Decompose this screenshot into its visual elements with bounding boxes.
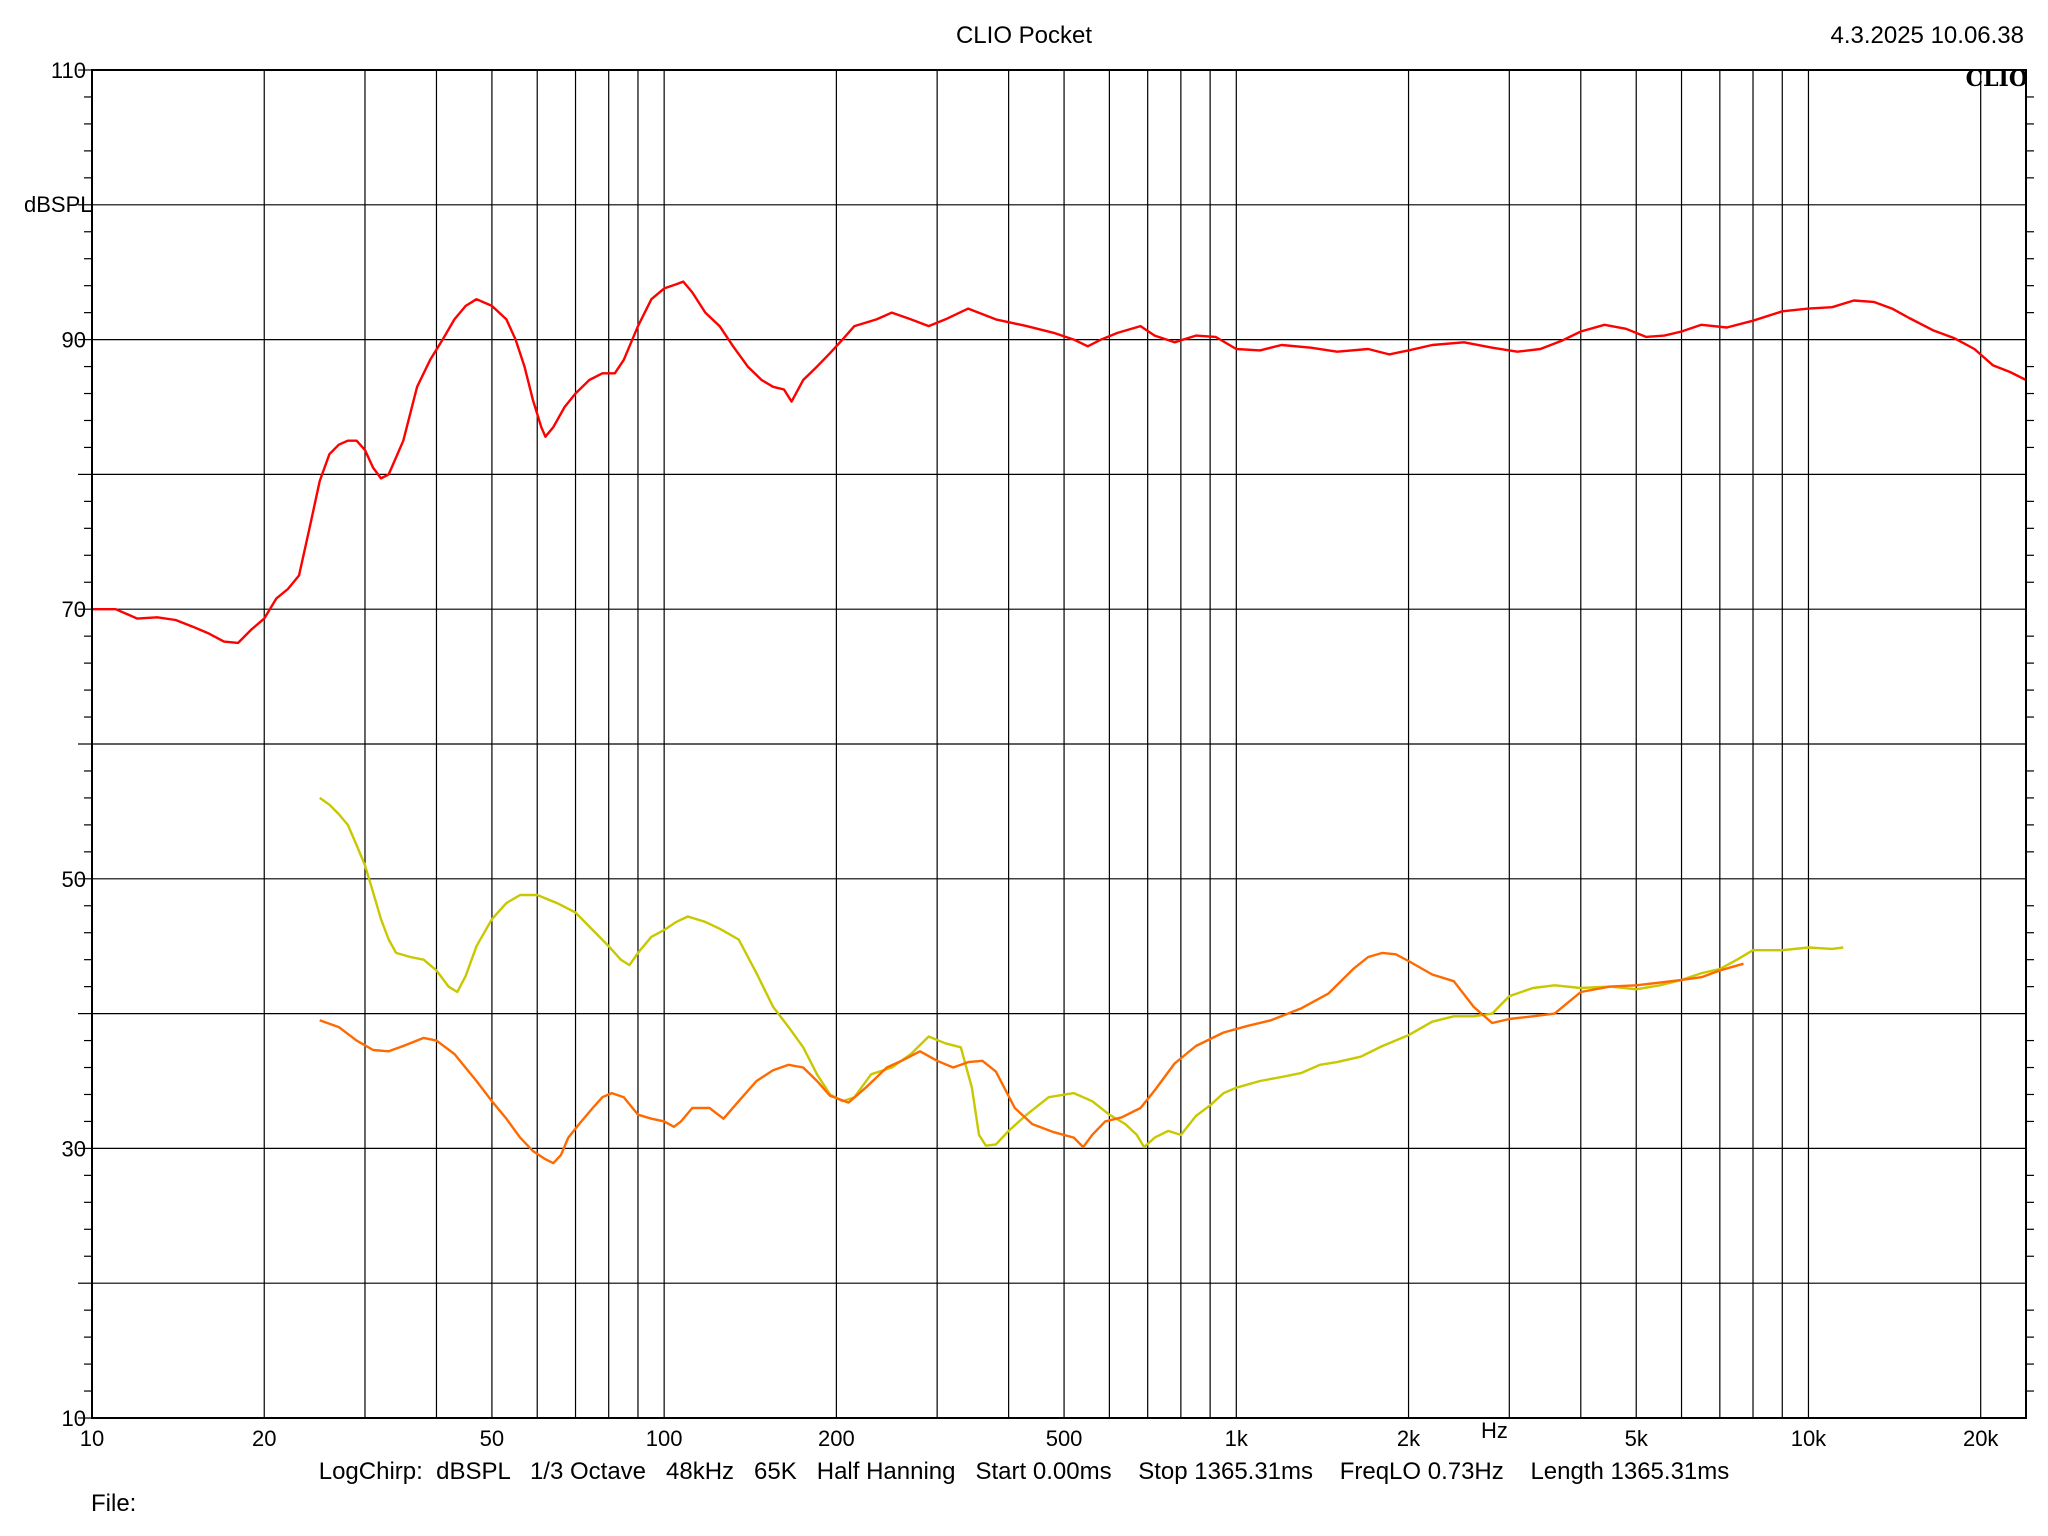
x-tick-label: 20k: [1963, 1426, 1999, 1451]
y-tick-label: 110: [51, 58, 86, 83]
x-tick-label: 100: [646, 1426, 683, 1451]
y-tick-label: 90: [62, 328, 86, 353]
series-line-3: [319, 951, 1744, 1165]
y-tick-labels: 10 30 50 70 90 110: [51, 58, 86, 1431]
series-line-2: [319, 796, 1844, 1149]
x-tick-label: 5k: [1625, 1426, 1649, 1451]
y-tick-label: 30: [62, 1136, 86, 1161]
minor-ticks: [78, 69, 2034, 1419]
x-axis-unit-label: Hz: [1481, 1418, 1508, 1443]
x-tick-label: 10k: [1791, 1426, 1827, 1451]
file-label: File:: [91, 1490, 137, 1517]
x-tick-labels: 10 20 50 100 200 500 1k 2k 5k 10k 20k: [80, 1426, 2000, 1451]
measurement-settings: LogChirp: dBSPL 1/3 Octave 48kHz 65K Hal…: [318, 1458, 1730, 1485]
x-tick-label: 2k: [1397, 1426, 1421, 1451]
x-tick-label: 200: [818, 1426, 855, 1451]
app-title: CLIO Pocket: [955, 22, 1093, 49]
timestamp: 4.3.2025 10.06.38: [1830, 22, 2024, 49]
grid: [92, 70, 2026, 1418]
x-tick-label: 50: [480, 1426, 504, 1451]
series-line-1: [92, 280, 2027, 645]
plot-frame: [91, 69, 2027, 1419]
x-tick-label: 10: [80, 1426, 104, 1451]
x-tick-label: 20: [252, 1426, 276, 1451]
y-tick-label: 50: [62, 867, 86, 892]
x-tick-label: 1k: [1225, 1426, 1249, 1451]
x-tick-label: 500: [1046, 1426, 1083, 1451]
series-lines: [92, 280, 2027, 1165]
y-tick-label: 10: [62, 1406, 86, 1431]
y-tick-label: 70: [62, 597, 86, 622]
